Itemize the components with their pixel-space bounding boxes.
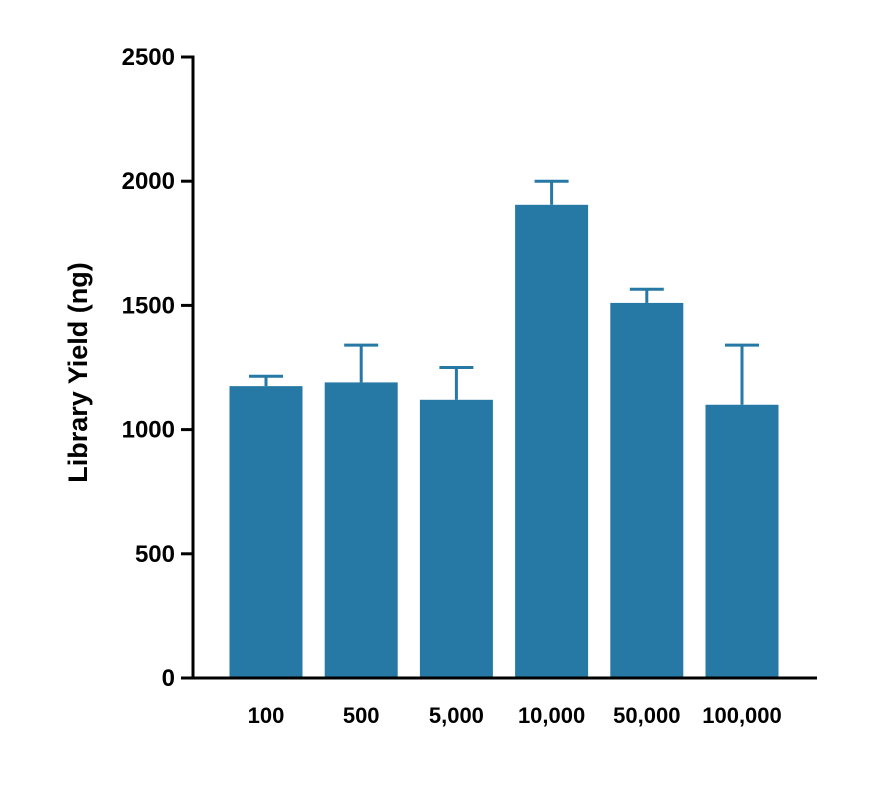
y-ticks-layer: 0 500 1000 1500 2000 2500	[122, 44, 193, 692]
y-tick-label-5: 2500	[122, 44, 175, 71]
y-tick-label-0: 0	[162, 665, 175, 692]
x-tick-label-0: 100	[248, 703, 285, 728]
y-tick-label-1: 500	[135, 541, 175, 568]
x-tick-label-4: 50,000	[613, 703, 680, 728]
y-axis-title: Library Yield (ng)	[63, 262, 93, 483]
bar-3	[515, 204, 589, 678]
x-tick-label-5: 100,000	[702, 703, 782, 728]
bar-4	[610, 302, 684, 678]
x-labels-layer: 100 500 5,000 10,000 50,000 100,000	[248, 703, 782, 728]
bar-1	[324, 382, 398, 678]
y-tick-label-3: 1500	[122, 292, 175, 319]
bars-layer	[229, 204, 779, 678]
x-tick-label-2: 5,000	[429, 703, 484, 728]
y-tick-label-4: 2000	[122, 168, 175, 195]
axes-layer	[191, 55, 817, 680]
bar-2	[419, 399, 493, 678]
bar-5	[705, 404, 779, 678]
x-tick-label-1: 500	[343, 703, 380, 728]
x-tick-label-3: 10,000	[518, 703, 585, 728]
y-tick-label-2: 1000	[122, 417, 175, 444]
bar-0	[229, 386, 303, 678]
error-bars-layer	[249, 179, 759, 405]
